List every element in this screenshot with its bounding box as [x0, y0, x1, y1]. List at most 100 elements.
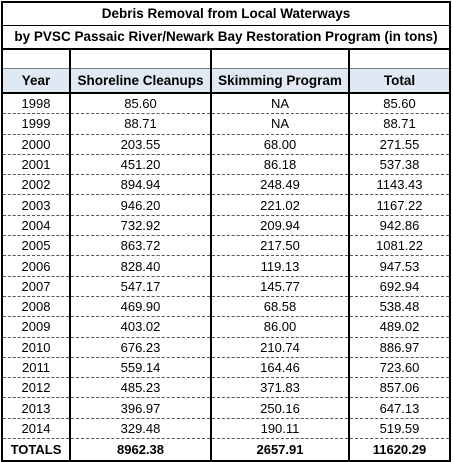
year-cell: 2001 — [3, 154, 70, 176]
year-cell: 2011 — [3, 357, 70, 379]
shoreline-cell: 863.72 — [69, 235, 211, 257]
skimming-cell: 210.74 — [210, 337, 349, 358]
year-cell: 2002 — [3, 174, 70, 196]
shoreline-cell: 396.97 — [69, 397, 211, 419]
blank-row — [3, 50, 449, 69]
skimming-cell: 250.16 — [210, 397, 349, 419]
totals-row: TOTALS 8962.38 2657.91 11620.29 — [3, 438, 449, 461]
shoreline-cell: 469.90 — [69, 296, 211, 318]
table-row: 2003 946.20 221.02 1167.22 — [3, 194, 449, 216]
shoreline-cell: 547.17 — [69, 276, 211, 297]
total-cell: 857.06 — [348, 377, 449, 399]
table-row: 1999 88.71 NA 88.71 — [3, 113, 449, 135]
skimming-cell: 68.00 — [210, 134, 349, 155]
total-cell: 538.48 — [348, 296, 449, 318]
table-row: 2013 396.97 250.16 647.13 — [3, 397, 449, 419]
skimming-cell: 221.02 — [210, 194, 349, 216]
column-header-skimming: Skimming Program — [210, 68, 349, 94]
total-cell: 942.86 — [348, 215, 449, 237]
shoreline-cell: 946.20 — [69, 194, 211, 216]
table-row: 2008 469.90 68.58 538.48 — [3, 296, 449, 318]
column-header-shoreline: Shoreline Cleanups — [69, 68, 211, 94]
skimming-cell: 119.13 — [210, 255, 349, 277]
debris-table: Year Shoreline Cleanups Skimming Program… — [3, 50, 449, 461]
table-row: 2012 485.23 371.83 857.06 — [3, 377, 449, 399]
table-row: 2011 559.14 164.46 723.60 — [3, 357, 449, 379]
table-row: 2007 547.17 145.77 692.94 — [3, 276, 449, 297]
shoreline-cell: 559.14 — [69, 357, 211, 379]
skimming-total: 2657.91 — [210, 438, 349, 461]
skimming-cell: 86.00 — [210, 316, 349, 338]
year-cell: 2005 — [3, 235, 70, 257]
shoreline-cell: 451.20 — [69, 154, 211, 176]
column-header-year: Year — [3, 68, 70, 94]
shoreline-cell: 894.94 — [69, 174, 211, 196]
totals-label: TOTALS — [10, 442, 62, 458]
shoreline-cell: 828.40 — [69, 255, 211, 277]
shoreline-cell: 403.02 — [69, 316, 211, 338]
year-cell: 2012 — [3, 377, 70, 399]
shoreline-cell: 85.60 — [69, 93, 211, 115]
total-cell: 723.60 — [348, 357, 449, 379]
grand-total: 11620.29 — [348, 438, 449, 461]
shoreline-cell: 203.55 — [69, 134, 211, 155]
year-cell: 2008 — [3, 296, 70, 318]
table-row: 2005 863.72 217.50 1081.22 — [3, 235, 449, 257]
table-row: 2001 451.20 86.18 537.38 — [3, 154, 449, 176]
total-cell: 489.02 — [348, 316, 449, 338]
total-cell: 947.53 — [348, 255, 449, 277]
table-row: 2000 203.55 68.00 271.55 — [3, 134, 449, 155]
year-cell: 2003 — [3, 194, 70, 216]
blank-cell — [69, 50, 211, 69]
shoreline-total: 8962.38 — [69, 438, 211, 461]
total-cell: 1081.22 — [348, 235, 449, 257]
blank-cell — [3, 50, 70, 69]
total-cell: 1167.22 — [348, 194, 449, 216]
skimming-cell: 145.77 — [210, 276, 349, 297]
year-cell: 2000 — [3, 134, 70, 155]
table-row: 2002 894.94 248.49 1143.43 — [3, 174, 449, 196]
total-cell: 692.94 — [348, 276, 449, 297]
year-cell: 2014 — [3, 418, 70, 440]
table-row: 1998 85.60 NA 85.60 — [3, 93, 449, 115]
table-subtitle: by PVSC Passaic River/Newark Bay Restora… — [3, 26, 449, 50]
header-row: Year Shoreline Cleanups Skimming Program… — [3, 68, 449, 94]
total-cell: 647.13 — [348, 397, 449, 419]
table-title: Debris Removal from Local Waterways — [3, 3, 449, 26]
shoreline-cell: 329.48 — [69, 418, 211, 440]
skimming-cell: 164.46 — [210, 357, 349, 379]
year-cell: 2007 — [3, 276, 70, 297]
total-cell: 537.38 — [348, 154, 449, 176]
skimming-cell: NA — [210, 93, 349, 115]
table-row: 2004 732.92 209.94 942.86 — [3, 215, 449, 237]
year-cell: 2006 — [3, 255, 70, 277]
year-cell: 1998 — [3, 93, 70, 115]
skimming-cell: 371.83 — [210, 377, 349, 399]
shoreline-cell: 676.23 — [69, 337, 211, 358]
shoreline-cell: 485.23 — [69, 377, 211, 399]
year-cell: 2004 — [3, 215, 70, 237]
total-cell: 886.97 — [348, 337, 449, 358]
year-cell: 2013 — [3, 397, 70, 419]
year-cell: 2009 — [3, 316, 70, 338]
table-row: 2006 828.40 119.13 947.53 — [3, 255, 449, 277]
skimming-cell: 217.50 — [210, 235, 349, 257]
year-cell: 1999 — [3, 113, 70, 135]
table-row: 2009 403.02 86.00 489.02 — [3, 316, 449, 338]
total-cell: 271.55 — [348, 134, 449, 155]
skimming-cell: 68.58 — [210, 296, 349, 318]
total-cell: 88.71 — [348, 113, 449, 135]
blank-cell — [348, 50, 449, 69]
year-cell: 2010 — [3, 337, 70, 358]
total-cell: 519.59 — [348, 418, 449, 440]
table-row: 2014 329.48 190.11 519.59 — [3, 418, 449, 440]
shoreline-cell: 732.92 — [69, 215, 211, 237]
blank-cell — [210, 50, 349, 69]
shoreline-cell: 88.71 — [69, 113, 211, 135]
total-cell: 85.60 — [348, 93, 449, 115]
skimming-cell: 190.11 — [210, 418, 349, 440]
total-cell: 1143.43 — [348, 174, 449, 196]
skimming-cell: 209.94 — [210, 215, 349, 237]
skimming-cell: 248.49 — [210, 174, 349, 196]
